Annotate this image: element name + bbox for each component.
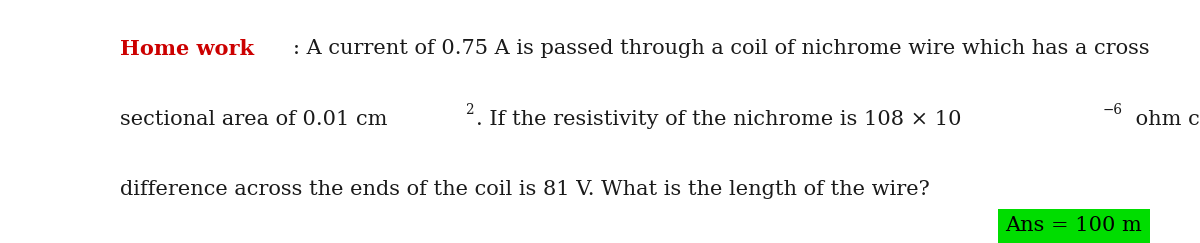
Text: Home work: Home work — [120, 39, 254, 59]
Text: : A current of 0.75 A is passed through a coil of nichrome wire which has a cros: : A current of 0.75 A is passed through … — [293, 39, 1150, 58]
Text: 2: 2 — [466, 103, 474, 117]
Text: Ans = 100 m: Ans = 100 m — [1006, 217, 1142, 235]
Text: . If the resistivity of the nichrome is 108 × 10: . If the resistivity of the nichrome is … — [476, 110, 961, 129]
Text: −6: −6 — [1103, 103, 1123, 117]
Text: difference across the ends of the coil is 81 V. What is the length of the wire?: difference across the ends of the coil i… — [120, 180, 930, 199]
Text: ohm cm and the potential: ohm cm and the potential — [1128, 110, 1200, 129]
Text: sectional area of 0.01 cm: sectional area of 0.01 cm — [120, 110, 388, 129]
